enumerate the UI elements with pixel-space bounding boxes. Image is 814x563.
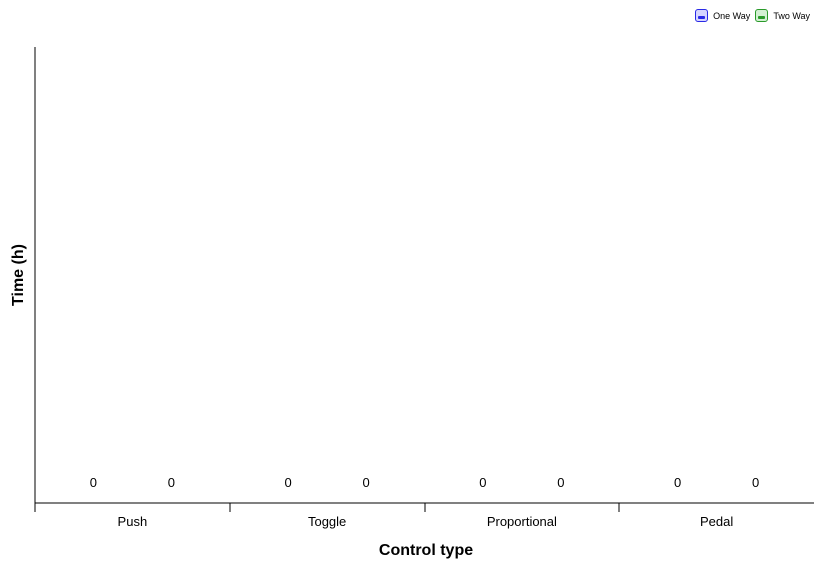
bar-value-label: 0 xyxy=(674,475,681,490)
x-tick-label: Pedal xyxy=(700,514,733,529)
chart-legend: One Way Two Way xyxy=(690,9,810,22)
bar-value-label: 0 xyxy=(557,475,564,490)
legend-label-one-way: One Way xyxy=(713,10,751,21)
bar-value-label: 0 xyxy=(752,475,759,490)
bar-value-label: 0 xyxy=(362,475,369,490)
legend-item-two-way[interactable]: Two Way xyxy=(755,9,810,22)
legend-swatch-one-way xyxy=(695,9,709,22)
chart-axes: Push Toggle Proportional Pedal xyxy=(34,47,814,529)
x-axis-title: Control type xyxy=(379,542,473,559)
x-tick-label: Toggle xyxy=(308,514,346,529)
chart-data-labels: 0 0 0 0 0 0 0 0 xyxy=(90,475,759,490)
legend-item-one-way[interactable]: One Way xyxy=(695,9,750,22)
legend-label-two-way: Two Way xyxy=(773,10,810,21)
legend-swatch-two-way xyxy=(755,9,769,22)
bar-value-label: 0 xyxy=(285,475,292,490)
y-axis-title: Time (h) xyxy=(10,244,27,306)
bar-value-label: 0 xyxy=(168,475,175,490)
x-tick-label: Push xyxy=(118,514,148,529)
bar-value-label: 0 xyxy=(479,475,486,490)
x-tick-label: Proportional xyxy=(487,514,557,529)
bar-value-label: 0 xyxy=(90,475,97,490)
